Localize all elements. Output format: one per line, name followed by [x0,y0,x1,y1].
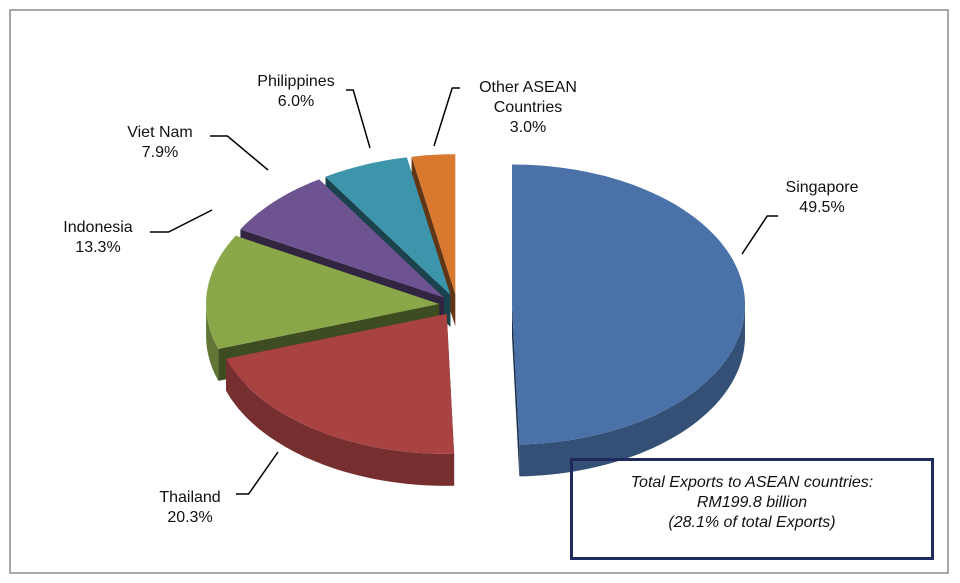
leader-line [741,215,778,255]
category-label: Indonesia [63,219,133,236]
leader-line [150,209,213,233]
leader-line [346,89,371,149]
slice [411,154,456,295]
annotation-box: Total Exports to ASEAN countries: RM199.… [570,458,934,560]
value-label: 13.3% [75,239,121,256]
slice-side [512,304,520,477]
value-label: 49.5% [799,199,845,216]
data-label: Philippines 6.0% [257,72,334,112]
category-label: Thailand [159,489,221,506]
category-label: Other ASEAN Countries [479,79,577,116]
data-label: Singapore 49.5% [786,178,859,218]
annotation-line: (28.1% of total Exports) [668,514,836,531]
data-label: Other ASEAN Countries 3.0% [473,78,583,138]
slice-wall [226,358,455,486]
slice-wall [519,304,745,477]
category-label: Philippines [257,73,335,90]
value-label: 7.9% [141,144,179,161]
data-label: Thailand 20.3% [159,488,220,528]
leader-line [433,87,460,147]
category-label: Singapore [785,179,859,196]
annotation-line: RM199.8 billion [696,494,808,511]
slice [512,164,745,445]
value-label: 6.0% [277,93,315,110]
slice [226,313,455,454]
slice-wall [206,304,219,381]
data-label: Viet Nam 7.9% [127,123,193,163]
data-label: Indonesia 13.3% [63,218,132,258]
slice [325,157,451,295]
leader-line [210,135,269,171]
value-label: 3.0% [509,119,547,136]
leader-line [236,451,279,495]
chart-frame [9,9,949,574]
annotation-line: Total Exports to ASEAN countries: [630,474,874,491]
slice [240,179,444,298]
slice [206,235,440,349]
category-label: Viet Nam [127,124,193,141]
value-label: 20.3% [167,509,213,526]
